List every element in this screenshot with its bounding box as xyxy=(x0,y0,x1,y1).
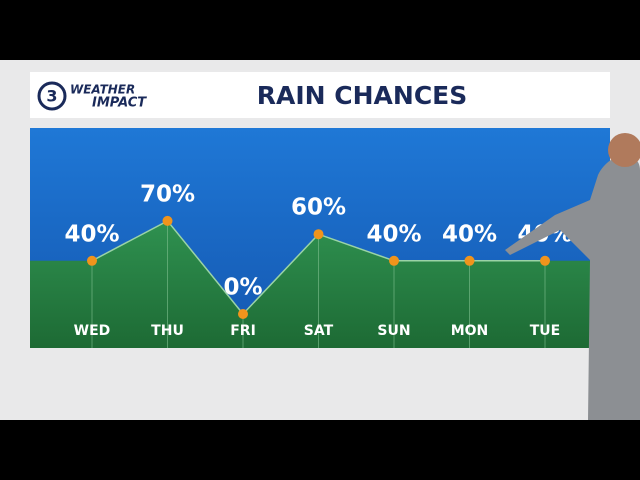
point xyxy=(464,255,475,266)
chart-title: RAIN CHANCES xyxy=(257,81,468,110)
point xyxy=(540,255,550,266)
header-bar xyxy=(30,72,610,118)
value-label: 60% xyxy=(291,195,346,221)
area-fill xyxy=(30,220,610,348)
value-label: 40% xyxy=(64,221,119,247)
value-label: 40% xyxy=(366,221,421,247)
day-label: WED xyxy=(74,323,111,339)
logo-number: 3 xyxy=(46,87,57,106)
point xyxy=(162,215,173,226)
point xyxy=(87,255,97,266)
value-label: 40% xyxy=(442,221,497,247)
logo-circle xyxy=(37,81,67,111)
day-label: TUE xyxy=(530,323,560,339)
brand-bottom: IMPACT xyxy=(92,96,147,111)
presenter-head xyxy=(608,133,640,167)
day-label: THU xyxy=(151,323,184,339)
day-label: SAT xyxy=(304,323,334,339)
day-label: SUN xyxy=(377,323,410,339)
value-label: 70% xyxy=(140,181,195,207)
point xyxy=(313,229,324,240)
plot: 40%WED70%THU0%FRI60%SAT40%SUN40%MON40%TU… xyxy=(30,181,610,348)
day-label: FRI xyxy=(230,323,256,339)
value-label: 0% xyxy=(223,275,262,301)
point xyxy=(389,255,399,266)
brand-top: WEATHER xyxy=(70,83,135,97)
presenter xyxy=(505,155,640,420)
day-label: MON xyxy=(451,323,489,339)
point xyxy=(238,309,248,319)
